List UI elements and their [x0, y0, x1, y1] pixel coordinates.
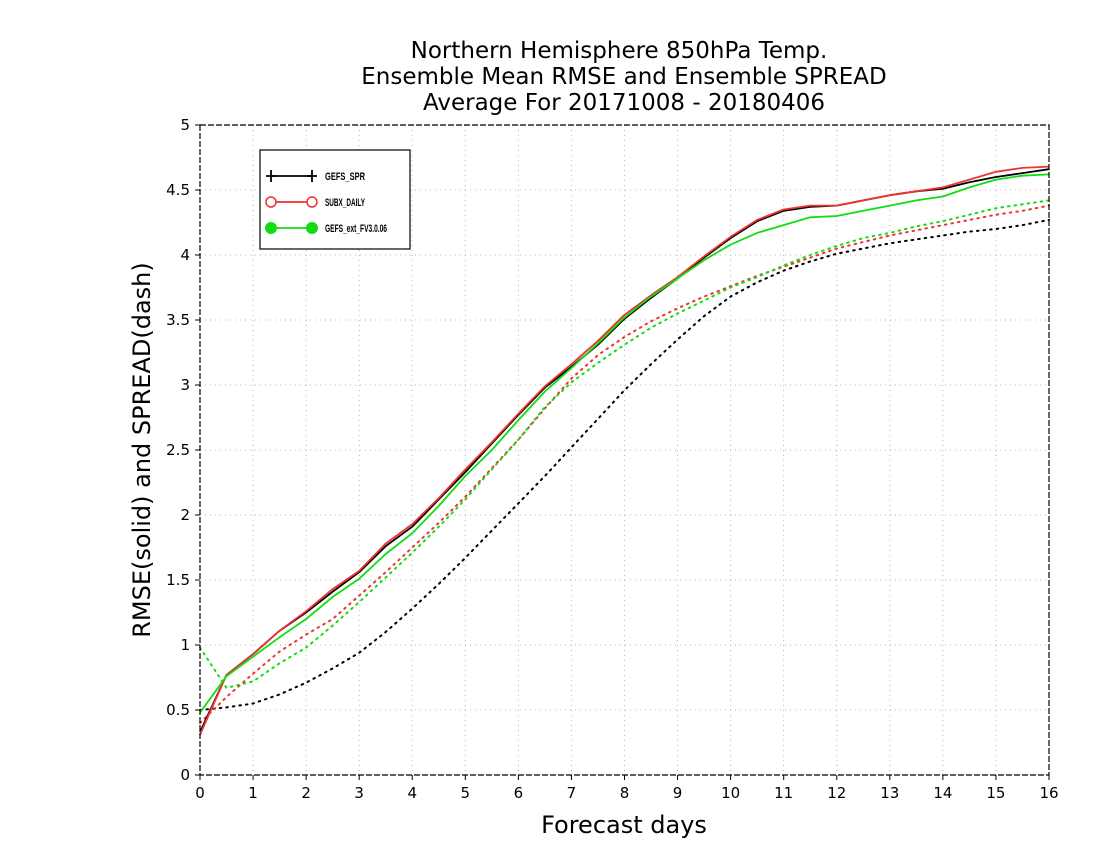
y-tick-label: 2 — [180, 506, 190, 524]
y-tick-label: 3.5 — [166, 311, 190, 329]
legend-label: GEFS_ext_FV3.0.06 — [325, 223, 387, 235]
filled-circle-marker-icon — [265, 222, 277, 234]
x-tick-label: 14 — [933, 784, 952, 802]
legend-items: GEFS_SPR SUBX_DAILY GEFS_ext_FV3.0.06 — [265, 170, 387, 235]
spread-line-subx-daily — [199, 204, 1050, 724]
legend-label: GEFS_SPR — [325, 171, 365, 183]
legend-item: GEFS_SPR — [266, 170, 365, 183]
plus-marker-icon — [307, 170, 317, 182]
chart-title-line-3: Average For 20171008 - 20180406 — [423, 90, 825, 116]
x-tick-label: 10 — [721, 784, 740, 802]
y-tick-label: 0 — [180, 766, 190, 784]
x-tick-label: 5 — [461, 784, 471, 802]
spread-line-gefs-spr — [199, 218, 1050, 711]
x-tick-label: 15 — [986, 784, 1005, 802]
x-tick-label: 8 — [620, 784, 630, 802]
spread-line-gefs-ext-fv3-0-06 — [199, 199, 1050, 690]
x-tick-label: 7 — [567, 784, 577, 802]
x-tick-label: 12 — [827, 784, 846, 802]
y-tick-label: 4.5 — [166, 181, 190, 199]
x-tick-label: 16 — [1039, 784, 1058, 802]
legend-box — [259, 149, 411, 250]
y-axis-label: RMSE(solid) and SPREAD(dash) — [128, 262, 156, 638]
x-tick-label: 9 — [673, 784, 683, 802]
axis-ticks: 0 1 2 3 4 5 6 7 8 9 10 11 12 13 14 15 1600.511.522.533.5… — [166, 116, 1058, 802]
plot-area — [199, 165, 1050, 736]
x-tick-label: 13 — [880, 784, 899, 802]
x-tick-label: 4 — [407, 784, 417, 802]
legend: GEFS_SPR SUBX_DAILY GEFS_ext_FV3.0.06 — [259, 149, 411, 250]
y-tick-label: 1.5 — [166, 571, 190, 589]
grid-lines — [200, 125, 1049, 775]
x-tick-label: 0 — [195, 784, 205, 802]
y-tick-label: 3 — [180, 376, 190, 394]
y-tick-label: 0.5 — [166, 701, 190, 719]
y-tick-label: 1 — [180, 636, 190, 654]
y-tick-label: 4 — [180, 246, 190, 264]
y-tick-label: 2.5 — [166, 441, 190, 459]
x-axis-label: Forecast days — [541, 811, 707, 839]
open-circle-marker-icon — [265, 196, 277, 208]
rmse-line-gefs-ext-fv3-0-06 — [199, 173, 1050, 714]
legend-item: SUBX_DAILY — [265, 196, 365, 209]
x-tick-label: 6 — [514, 784, 524, 802]
open-circle-marker-icon — [306, 196, 318, 208]
x-tick-label: 2 — [301, 784, 311, 802]
chart-title-line-1: Northern Hemisphere 850hPa Temp. — [411, 38, 828, 64]
x-tick-label: 3 — [354, 784, 364, 802]
chart-title-line-2: Ensemble Mean RMSE and Ensemble SPREAD — [361, 64, 886, 90]
filled-circle-marker-icon — [306, 222, 318, 234]
y-tick-label: 5 — [180, 116, 190, 134]
plus-marker-icon — [266, 170, 276, 182]
rmse-line-subx-daily — [199, 165, 1050, 736]
legend-label: SUBX_DAILY — [325, 197, 365, 209]
legend-item: GEFS_ext_FV3.0.06 — [265, 222, 387, 235]
x-tick-label: 11 — [774, 784, 793, 802]
x-tick-label: 1 — [248, 784, 258, 802]
